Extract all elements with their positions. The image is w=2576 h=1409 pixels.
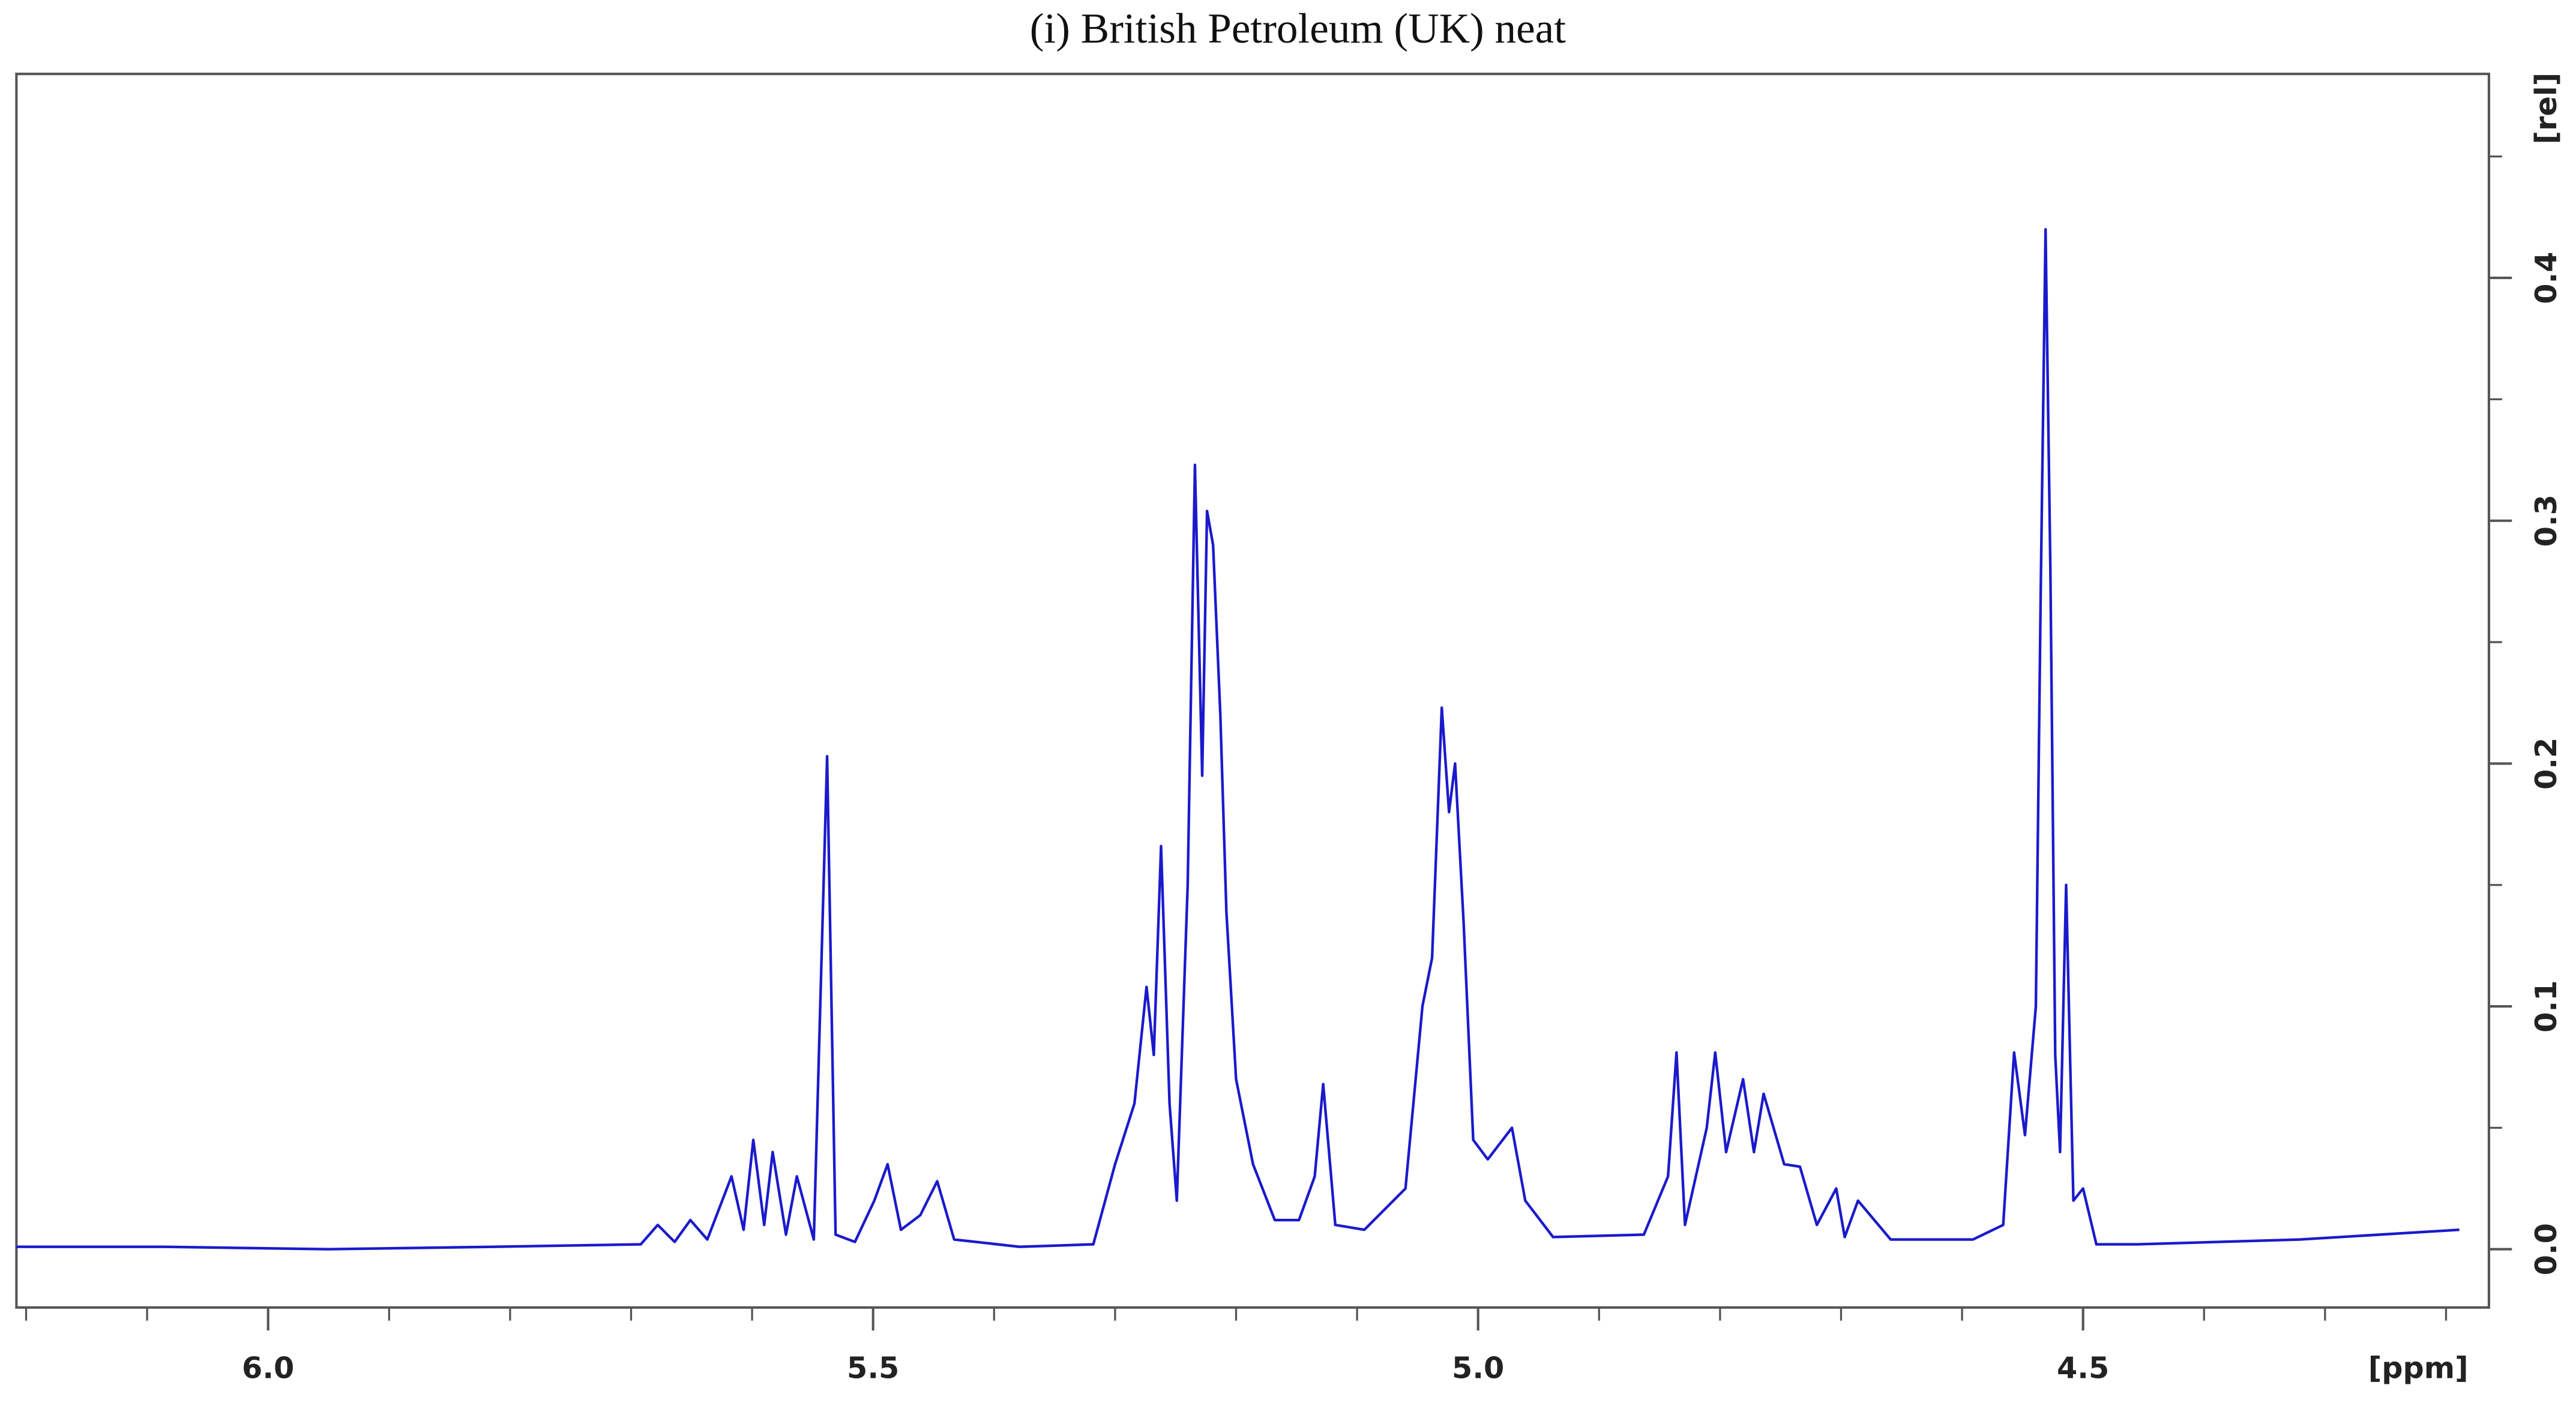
y-tick-label: 0.3 (2529, 494, 2563, 547)
x-axis-label: [ppm] (2368, 1350, 2469, 1385)
y-axis-label: [rel] (2529, 73, 2563, 145)
spectrum-line (16, 227, 2460, 1251)
y-tick-label: 0.2 (2529, 738, 2563, 790)
plot-frame (15, 73, 2490, 1309)
y-tick-label: 0.4 (2529, 251, 2563, 304)
y-tick-label: 0.0 (2529, 1223, 2563, 1275)
x-tick-label: 5.0 (1452, 1350, 1504, 1385)
chart-title: (i) British Petroleum (UK) neat (1030, 5, 1566, 52)
x-tick-label: 5.5 (847, 1350, 899, 1385)
y-tick-label: 0.1 (2529, 980, 2563, 1032)
x-tick-label: 4.5 (2057, 1350, 2109, 1385)
x-tick-label: 6.0 (242, 1350, 294, 1385)
